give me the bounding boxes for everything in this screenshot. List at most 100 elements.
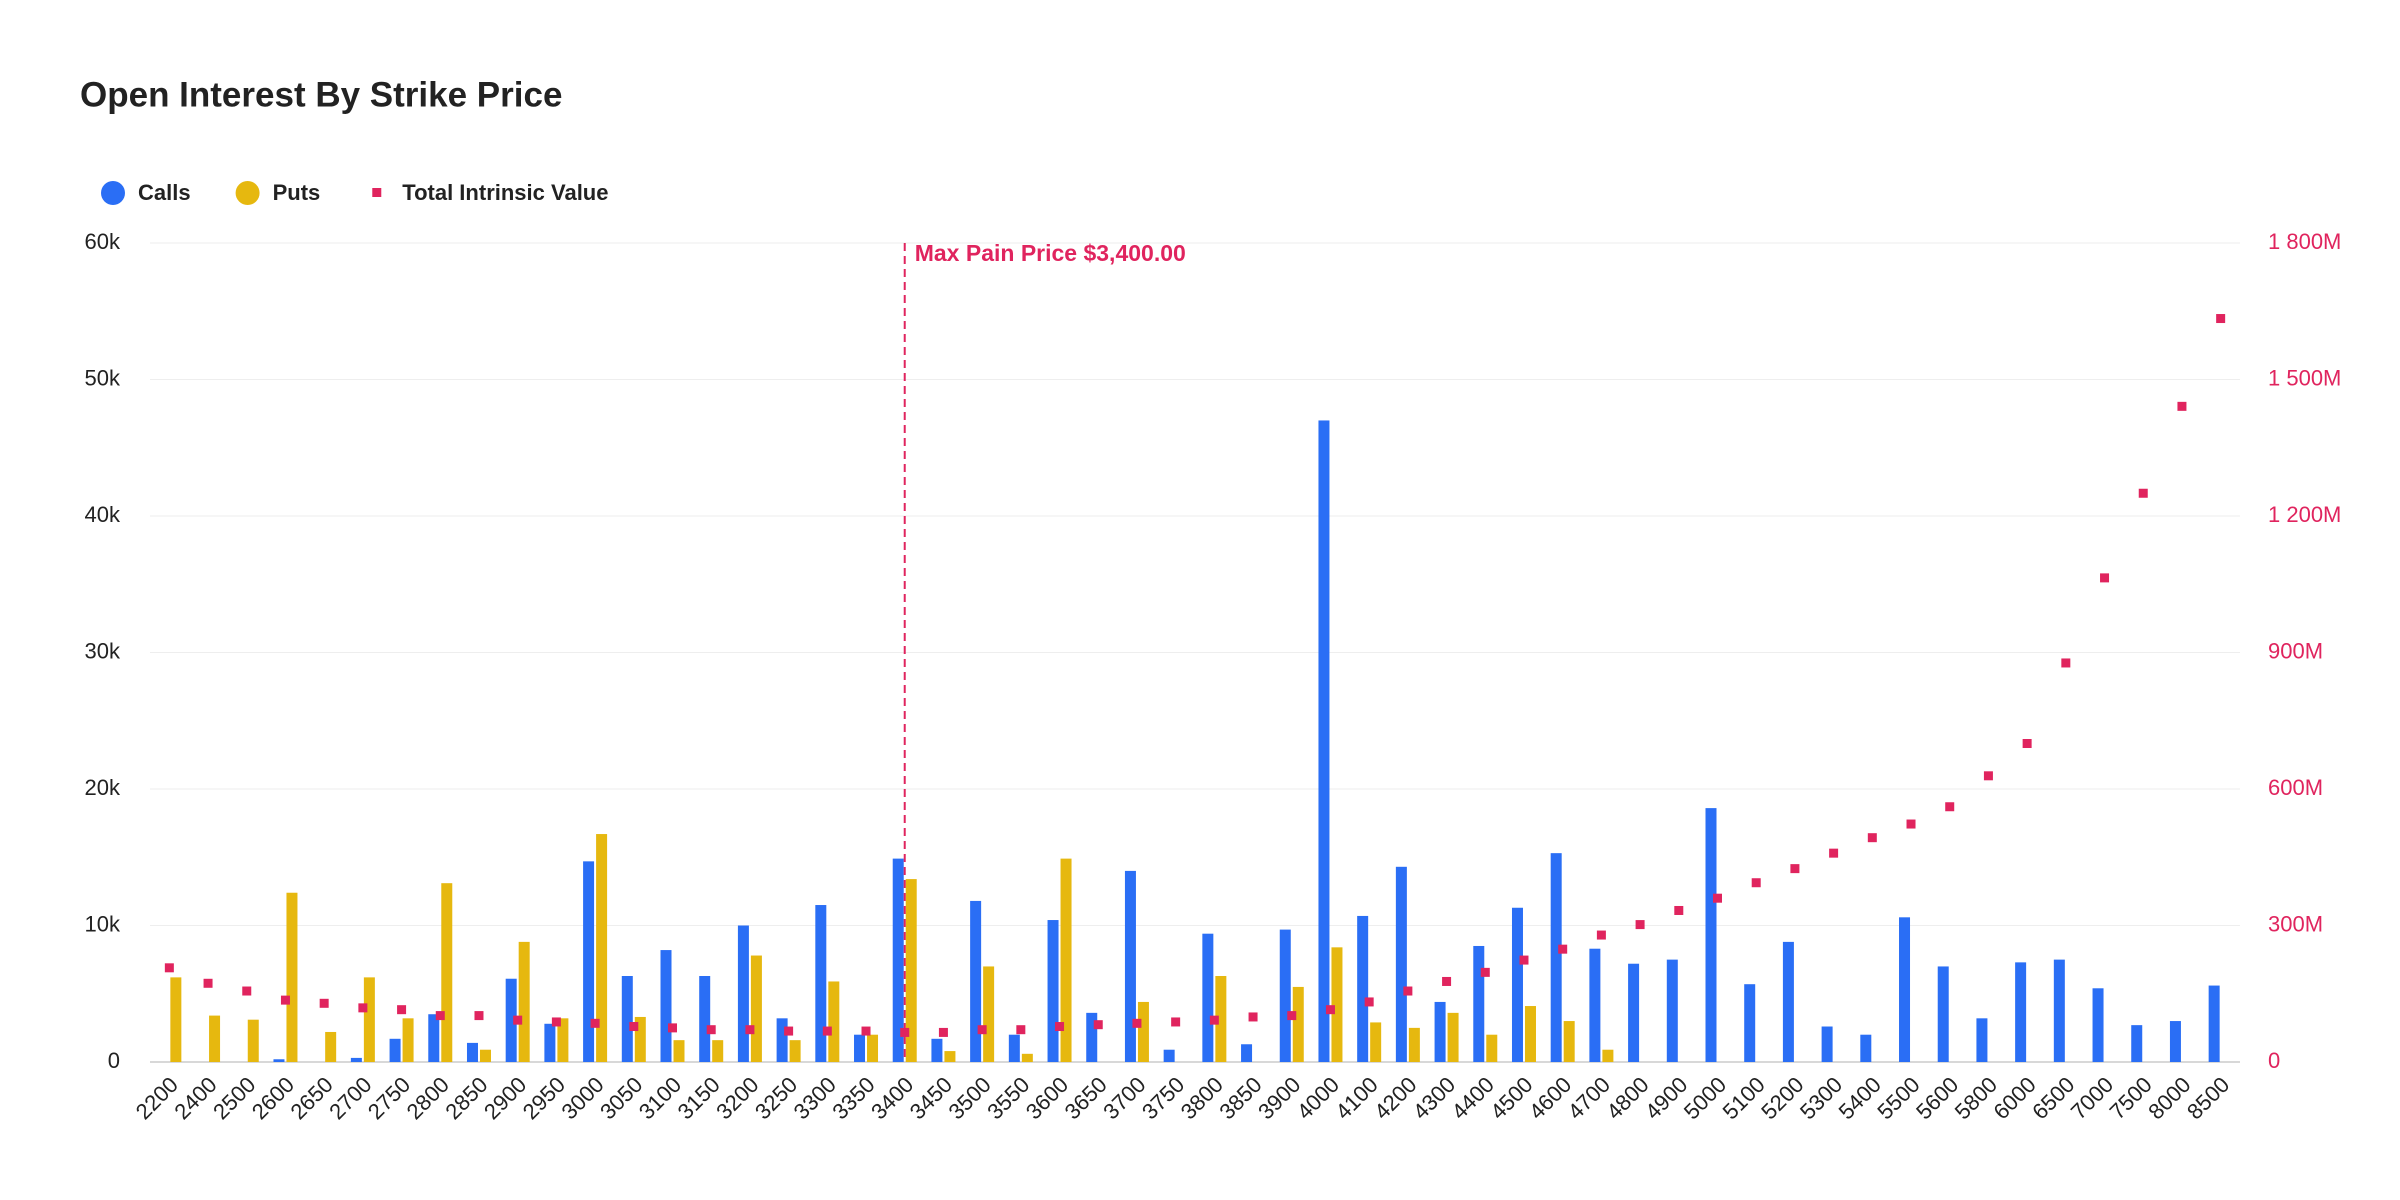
legend-label: Puts (273, 180, 321, 205)
bar (1782, 941, 1794, 1062)
bar (2169, 1021, 2181, 1062)
y2-tick-label: 600M (2268, 775, 2323, 800)
bar (1705, 808, 1717, 1062)
bar (867, 1034, 879, 1062)
point (513, 1015, 523, 1025)
bar (1408, 1027, 1420, 1062)
bar (441, 883, 453, 1062)
x-tick-label: 5600 (1911, 1072, 1963, 1124)
x-tick-label: 3050 (595, 1072, 647, 1124)
bar (170, 977, 182, 1062)
point (1558, 944, 1568, 954)
point (938, 1027, 948, 1037)
y2-tick-label: 300M (2268, 911, 2323, 936)
point (1055, 1022, 1065, 1032)
bar (660, 950, 672, 1062)
y2-tick-label: 1 500M (2268, 365, 2341, 390)
point (1287, 1011, 1297, 1021)
point (1480, 967, 1490, 977)
x-tick-label: 6000 (1988, 1072, 2040, 1124)
x-tick-label: 3000 (556, 1072, 608, 1124)
bar (1163, 1049, 1175, 1062)
point (1132, 1018, 1142, 1028)
x-tick-label: 4800 (1601, 1072, 1653, 1124)
bar (479, 1049, 491, 1062)
point (1751, 878, 1761, 888)
x-tick-label: 7500 (2105, 1072, 2157, 1124)
bar (673, 1040, 685, 1062)
bar (776, 1018, 788, 1062)
bar (247, 1019, 259, 1062)
point (668, 1023, 677, 1033)
bar (2053, 959, 2065, 1062)
bar (1976, 1018, 1988, 1062)
x-tick-label: 3350 (827, 1072, 879, 1124)
point (164, 963, 174, 973)
bar (505, 978, 517, 1062)
x-tick-label: 2950 (518, 1072, 570, 1124)
bar (789, 1040, 801, 1062)
x-tick-label: 3150 (673, 1072, 725, 1124)
point (590, 1018, 600, 1028)
bar (1021, 1053, 1033, 1062)
x-tick-label: 2800 (402, 1072, 454, 1124)
x-tick-label: 4900 (1640, 1072, 1692, 1124)
point (1674, 905, 1684, 915)
point (1713, 893, 1722, 903)
y-tick-label: 50k (85, 365, 121, 390)
bar (1486, 1034, 1498, 1062)
point (551, 1017, 561, 1027)
bar (712, 1040, 724, 1062)
x-tick-label: 5300 (1795, 1072, 1847, 1124)
x-tick-label: 5400 (1834, 1072, 1886, 1124)
bar (621, 976, 633, 1062)
point (1596, 930, 1606, 940)
point (319, 998, 329, 1008)
bar (828, 981, 840, 1062)
bar (634, 1016, 646, 1062)
bar (2015, 962, 2027, 1062)
bar (209, 1015, 221, 1062)
point (2216, 314, 2226, 324)
point (1945, 802, 1955, 812)
bar (325, 1031, 337, 1062)
legend-marker (101, 181, 125, 205)
bar (1215, 976, 1227, 1062)
bar (931, 1038, 943, 1062)
bar (1563, 1021, 1575, 1062)
x-tick-label: 5800 (1950, 1072, 2002, 1124)
point (1983, 771, 1993, 781)
legend-label: Total Intrinsic Value (402, 180, 608, 205)
point (2061, 658, 2071, 668)
x-tick-label: 3450 (905, 1072, 957, 1124)
bar (815, 905, 827, 1062)
bar (428, 1014, 440, 1062)
x-tick-label: 3800 (1176, 1072, 1228, 1124)
annotation-label: Max Pain Price $3,400.00 (915, 240, 1186, 266)
x-tick-label: 2400 (169, 1072, 221, 1124)
point (1635, 920, 1645, 930)
point (706, 1025, 716, 1035)
point (977, 1025, 987, 1035)
bar (983, 966, 995, 1062)
bar (854, 1034, 866, 1062)
point (784, 1026, 794, 1036)
x-tick-label: 4500 (1485, 1072, 1537, 1124)
bar (518, 941, 530, 1062)
bar (1047, 920, 1059, 1062)
bar (363, 977, 375, 1062)
point (861, 1026, 871, 1036)
x-tick-label: 2650 (286, 1072, 338, 1124)
x-tick-label: 8000 (2143, 1072, 2195, 1124)
x-tick-label: 2850 (440, 1072, 492, 1124)
bar (750, 955, 762, 1062)
point (397, 1005, 407, 1015)
bar (737, 925, 749, 1062)
bar (1395, 866, 1407, 1062)
bar (2208, 985, 2220, 1062)
y2-tick-label: 0 (2268, 1048, 2280, 1073)
x-tick-label: 7000 (2066, 1072, 2118, 1124)
point (2100, 573, 2110, 583)
x-tick-label: 4200 (1369, 1072, 1421, 1124)
y-tick-label: 0 (108, 1048, 120, 1073)
